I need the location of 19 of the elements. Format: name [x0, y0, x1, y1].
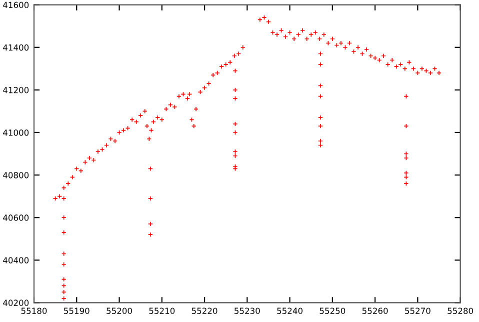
y-tick-label: 41200 [3, 86, 29, 94]
x-tick-label: 55270 [405, 308, 430, 314]
x-tick-label: 55200 [106, 308, 132, 314]
y-tick-label: 40200 [3, 300, 29, 306]
x-tick-label: 55240 [277, 308, 302, 314]
x-tick-label: 55220 [192, 308, 218, 314]
x-tick-label: 55260 [362, 308, 388, 314]
x-tick-label: 55210 [149, 308, 175, 314]
y-tick-label: 40400 [3, 257, 29, 264]
y-tick-label: 40600 [3, 214, 29, 221]
x-tick-label: 55280 [448, 308, 474, 314]
y-tick-label: 41000 [3, 129, 29, 136]
y-tick-label: 41600 [3, 2, 29, 8]
x-tick-label: 55250 [320, 308, 346, 314]
y-tick-label: 41400 [3, 44, 29, 51]
x-tick-label: 55190 [64, 308, 90, 314]
x-tick-label: 55230 [234, 308, 260, 314]
y-tick-label: 40800 [3, 172, 29, 178]
x-tick-label: 55180 [21, 308, 47, 314]
